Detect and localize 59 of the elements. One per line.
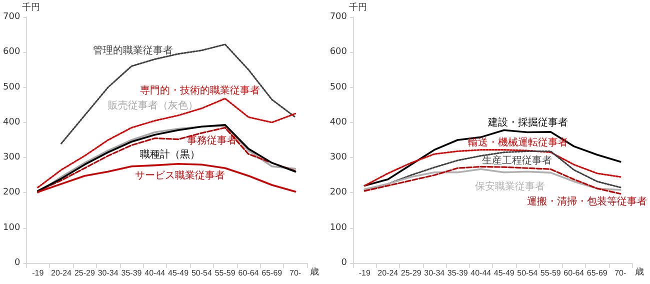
series-label: 管理的職業従事者: [93, 44, 173, 56]
series-label: 生産工程従事者: [482, 154, 552, 166]
series-label: 建設・採掘従事者: [487, 116, 568, 128]
y-tick-label: 500: [330, 82, 348, 92]
x-tick-label: 50-54: [517, 268, 538, 278]
series-label: 輸送・機械運転従事者: [468, 136, 568, 148]
y-tick-label: 600: [330, 47, 348, 58]
y-tick-label: 100: [2, 222, 20, 233]
x-tick-label: 65-69: [262, 268, 283, 278]
x-tick-label: 45-49: [494, 268, 515, 278]
y-tick-label: 300: [330, 152, 348, 163]
y-axis-title: 千円: [349, 2, 367, 14]
y-tick-label: 0: [341, 258, 348, 268]
x-tick-label: 30-34: [98, 268, 119, 278]
series-label: サービス職業従事者: [135, 170, 225, 182]
x-tick-label: -19: [358, 268, 371, 278]
x-tick-label: 30-34: [424, 268, 446, 278]
y-tick-label: 600: [2, 47, 20, 58]
y-tick-label: 400: [2, 117, 20, 128]
x-tick-label: 60-64: [564, 268, 585, 278]
y-tick-label: 200: [2, 188, 20, 198]
series-label: 販売従事者（灰色）: [108, 100, 198, 112]
line-series: [37, 98, 296, 188]
series-label: 保安職業従事者: [475, 180, 545, 192]
x-axis-title: 歳: [310, 266, 319, 278]
line-series: [364, 166, 622, 195]
y-tick-label: 200: [330, 188, 348, 198]
x-tick-label: 60-64: [238, 268, 260, 278]
series-label: 職種計（黒）: [140, 148, 200, 160]
line-series: [36, 162, 296, 193]
x-axis-title: 歳: [635, 266, 644, 278]
x-tick-label: 70-: [290, 268, 302, 278]
x-tick-label: 45-49: [168, 268, 190, 278]
x-tick-label: 65-69: [586, 268, 608, 278]
y-tick-label: 400: [330, 117, 348, 128]
y-tick-label: 0: [14, 258, 20, 268]
x-tick-label: 55-59: [540, 268, 562, 278]
x-tick-label: 70-: [614, 268, 626, 278]
y-tick-label: 700: [2, 12, 20, 22]
x-tick-label: 40-44: [144, 268, 166, 278]
x-tick-label: 25-29: [400, 268, 422, 278]
series-label: 専門的・技術的職業従事者: [140, 84, 260, 96]
y-tick-label: 100: [330, 222, 348, 233]
x-tick-label: 20-24: [378, 268, 399, 278]
line-series: [60, 44, 296, 144]
y-tick-label: 500: [2, 82, 20, 92]
x-tick-label: -19: [32, 268, 44, 278]
series-label: 運搬・清掃・包装等従事者: [527, 196, 647, 208]
x-tick-label: 55-59: [214, 268, 236, 278]
x-tick-label: 25-29: [74, 268, 96, 278]
y-tick-label: 700: [330, 12, 348, 22]
x-tick-label: 40-44: [470, 268, 492, 278]
x-tick-label: 50-54: [191, 268, 212, 278]
x-tick-label: 35-39: [121, 268, 142, 278]
x-tick-label: 20-24: [51, 268, 72, 278]
y-tick-label: 300: [2, 152, 20, 163]
x-tick-label: 35-39: [447, 268, 468, 278]
line-series: [364, 168, 622, 191]
y-axis-title: 千円: [22, 2, 40, 14]
